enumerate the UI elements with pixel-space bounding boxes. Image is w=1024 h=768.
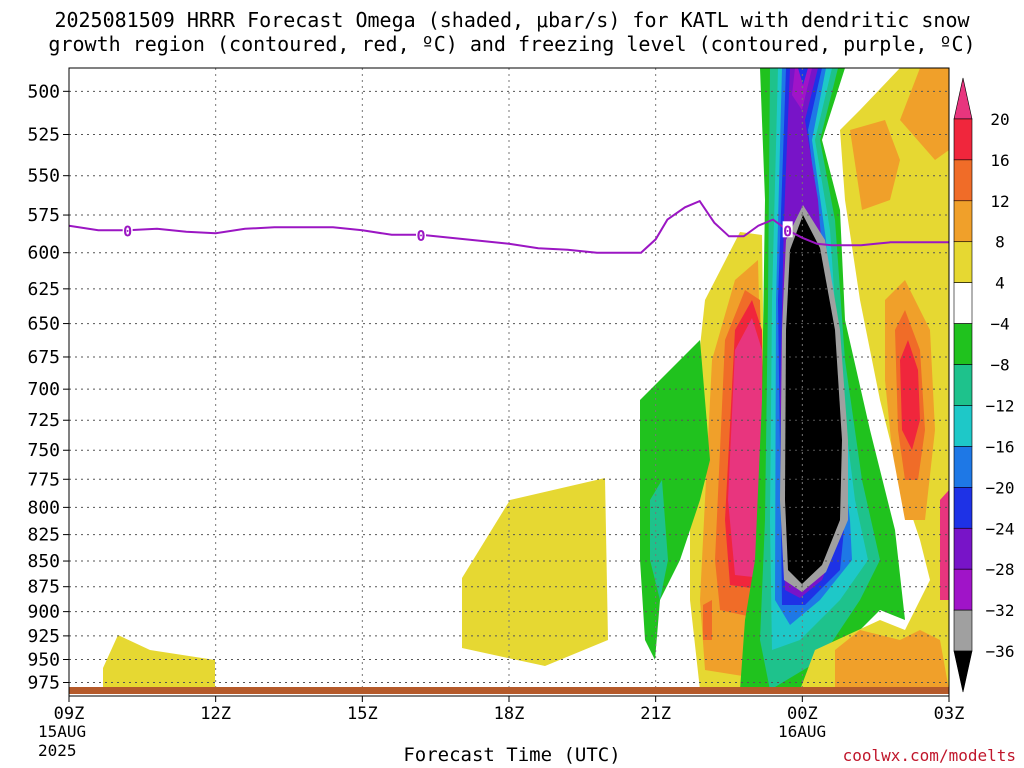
omega-pos-region-1 bbox=[103, 635, 215, 690]
x-gridlines bbox=[215, 68, 803, 696]
colorbar-cell bbox=[953, 77, 973, 120]
x-tick-label: 21Z bbox=[640, 704, 671, 724]
x-axis-label: Forecast Time (UTC) bbox=[403, 744, 621, 766]
y-tick-label: 850 bbox=[27, 551, 60, 572]
colorbar-cell bbox=[953, 159, 973, 202]
ground-strip bbox=[69, 687, 949, 694]
freezing-level-label: 0 bbox=[123, 222, 132, 240]
colorbar-cell bbox=[953, 527, 973, 570]
colorbar-cell bbox=[953, 446, 973, 488]
x-axis-ticks: 09Z 12Z 15Z 18Z 21Z 00Z 03Z bbox=[54, 696, 965, 724]
omega-shading bbox=[103, 68, 949, 690]
colorbar-label: 12 bbox=[990, 192, 1009, 211]
y-tick-label: 875 bbox=[27, 577, 60, 598]
freezing-label-bg bbox=[782, 221, 793, 238]
omega-neg-region-9 bbox=[792, 68, 812, 110]
y-tick-label: 800 bbox=[27, 497, 60, 518]
start-date-label: 15AUG 2025 bbox=[38, 722, 87, 760]
freezing-level-label: 0 bbox=[783, 222, 792, 240]
y-tick-label: 750 bbox=[27, 440, 60, 461]
colorbar-label: −28 bbox=[986, 560, 1015, 579]
omega-pos-region-16 bbox=[703, 600, 712, 640]
y-axis-ticks: 500 525 550 575 600 625 650 675 700 725 750 775 800 8… bbox=[27, 81, 69, 693]
y-tick-label: 825 bbox=[27, 525, 60, 546]
y-tick-label: 525 bbox=[27, 125, 60, 146]
y-tick-label: 625 bbox=[27, 279, 60, 300]
omega-pos-region-7 bbox=[728, 318, 762, 578]
colorbar-cell bbox=[953, 650, 973, 693]
mid-date-label: 16AUG bbox=[778, 722, 827, 741]
colorbar-label: −24 bbox=[986, 519, 1015, 538]
omega-pos-region-8 bbox=[800, 68, 949, 690]
colorbar-cell bbox=[953, 609, 973, 652]
colorbar-label: −16 bbox=[986, 437, 1015, 456]
y-tick-label: 950 bbox=[27, 649, 60, 670]
omega-pos-region-13 bbox=[900, 340, 920, 450]
colorbar-label: −4 bbox=[990, 315, 1009, 334]
y-tick-label: 775 bbox=[27, 469, 60, 490]
colorbar-label: −8 bbox=[990, 356, 1009, 375]
colorbar-cell bbox=[953, 118, 973, 161]
colorbar-label: 20 bbox=[990, 110, 1009, 129]
freezing-label-bg bbox=[122, 221, 133, 238]
colorbar: 20 16 12 8 4 −4 −8 −12 −16 −20 −24 −28 −32 −36 bbox=[953, 77, 1015, 693]
y-tick-label: 675 bbox=[27, 347, 60, 368]
omega-pos-region-14 bbox=[835, 630, 949, 690]
y-tick-label: 925 bbox=[27, 626, 60, 647]
colorbar-label: −20 bbox=[986, 478, 1015, 497]
y-tick-label: 650 bbox=[27, 314, 60, 335]
omega-neg-region-10 bbox=[798, 68, 808, 85]
colorbar-cell bbox=[953, 568, 973, 611]
colorbar-cell bbox=[953, 364, 973, 406]
y-tick-label: 700 bbox=[27, 379, 60, 400]
x-tick-label: 12Z bbox=[200, 704, 231, 724]
colorbar-label: −36 bbox=[986, 642, 1015, 661]
colorbar-cell bbox=[953, 323, 973, 365]
x-tick-label: 09Z bbox=[54, 704, 85, 724]
freezing-label-bg bbox=[416, 225, 426, 242]
colorbar-label: 8 bbox=[995, 233, 1005, 252]
omega-pos-region-2 bbox=[462, 478, 608, 666]
freezing-level-line bbox=[68, 199, 949, 254]
colorbar-cell bbox=[953, 200, 973, 243]
colorbar-label: −32 bbox=[986, 601, 1015, 620]
colorbar-label: −12 bbox=[986, 396, 1015, 415]
omega-neg-region-12 bbox=[785, 215, 842, 584]
credit-link[interactable]: coolwx.com/modelts bbox=[842, 746, 1016, 765]
omega-pos-region-15 bbox=[940, 490, 949, 600]
x-tick-label: 18Z bbox=[494, 704, 525, 724]
chart-title: 2025081509 HRRR Forecast Omega (shaded, … bbox=[48, 8, 976, 56]
y-tick-label: 575 bbox=[27, 205, 60, 226]
y-tick-label: 550 bbox=[27, 166, 60, 187]
colorbar-cell bbox=[953, 487, 973, 529]
omega-pos-region-9 bbox=[900, 68, 949, 160]
y-tick-label: 975 bbox=[27, 672, 60, 693]
colorbar-cell bbox=[953, 241, 973, 283]
y-tick-label: 500 bbox=[27, 81, 60, 102]
omega-neg-region-2 bbox=[650, 480, 668, 600]
y-tick-label: 600 bbox=[27, 243, 60, 264]
colorbar-cell bbox=[953, 282, 973, 324]
colorbar-cell bbox=[953, 405, 973, 447]
y-tick-label: 900 bbox=[27, 602, 60, 623]
x-tick-label: 00Z bbox=[787, 704, 818, 724]
y-tick-label: 725 bbox=[27, 410, 60, 431]
omega-pos-region-10 bbox=[850, 120, 900, 210]
freezing-level-labels: 0 0 0 bbox=[122, 221, 793, 245]
x-tick-label: 03Z bbox=[934, 704, 965, 724]
colorbar-label: 4 bbox=[995, 274, 1005, 293]
freezing-level-label: 0 bbox=[416, 227, 425, 245]
x-tick-label: 15Z bbox=[347, 704, 378, 724]
colorbar-label: 16 bbox=[990, 151, 1009, 170]
